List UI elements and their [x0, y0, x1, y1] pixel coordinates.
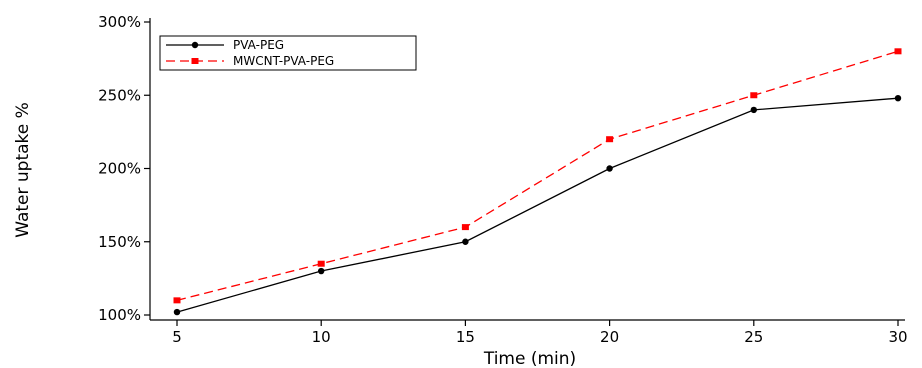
legend-marker — [191, 58, 199, 64]
legend-marker — [191, 41, 199, 49]
data-point — [750, 92, 758, 99]
y-tick-label: 200% — [98, 160, 141, 178]
y-tick-label: 300% — [98, 13, 141, 31]
x-tick-label: 5 — [172, 328, 182, 346]
y-axis-title: Water uptake % — [13, 102, 33, 238]
data-point — [606, 136, 614, 143]
legend-box — [159, 35, 417, 71]
series-mwcnt-pva-peg — [173, 48, 902, 304]
y-tick-label: 100% — [98, 306, 141, 324]
x-tick-label: 10 — [312, 328, 331, 346]
series-layer — [173, 48, 902, 316]
series-line — [176, 50, 899, 301]
data-point — [894, 94, 902, 102]
x-tick-label: 20 — [600, 328, 619, 346]
data-point — [750, 106, 757, 114]
data-point — [317, 260, 325, 267]
series-pva-peg — [173, 94, 902, 316]
data-point — [462, 238, 469, 245]
legend: PVA-PEG MWCNT-PVA-PEG — [159, 35, 417, 71]
series-line — [176, 97, 899, 313]
legend-label: MWCNT-PVA-PEG — [233, 54, 334, 68]
data-point — [173, 297, 181, 304]
y-tick-label: 250% — [98, 86, 141, 104]
legend-entry: MWCNT-PVA-PEG — [166, 54, 334, 68]
data-point — [606, 165, 613, 172]
legend-label: PVA-PEG — [233, 38, 284, 52]
y-tick-label: 150% — [98, 233, 141, 251]
data-point — [461, 224, 469, 231]
x-tick-label: 30 — [888, 328, 907, 346]
y-ticks: 100% 150% 200% 250% 300% — [98, 13, 150, 324]
data-point — [894, 48, 902, 55]
x-ticks: 5 10 15 20 25 30 — [172, 320, 908, 346]
legend-entry: PVA-PEG — [166, 38, 284, 52]
x-tick-label: 25 — [744, 328, 763, 346]
x-tick-label: 15 — [456, 328, 475, 346]
data-point — [173, 308, 181, 316]
data-point — [318, 267, 325, 275]
x-axis-title: Time (min) — [483, 349, 576, 368]
